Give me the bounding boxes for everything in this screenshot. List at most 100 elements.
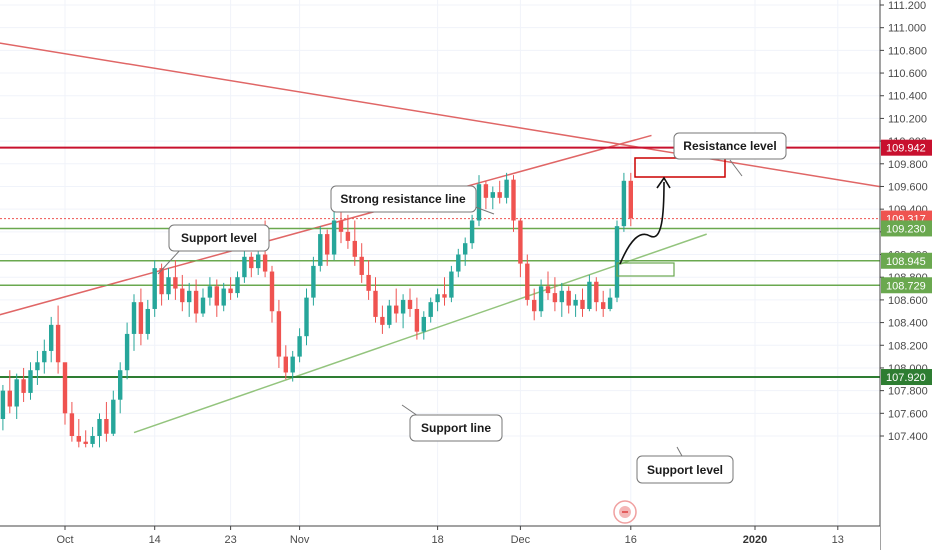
callout-support-line: Support line bbox=[409, 414, 503, 442]
callout-pointer-support-right bbox=[676, 446, 683, 457]
candle bbox=[228, 277, 233, 300]
candle bbox=[35, 350, 40, 385]
resistance-zone-box bbox=[634, 157, 726, 178]
candle bbox=[207, 277, 213, 306]
candle-body bbox=[580, 299, 585, 309]
candle bbox=[435, 288, 440, 312]
candle-body bbox=[532, 299, 537, 312]
candle bbox=[566, 286, 571, 314]
y-tick-label: 107.800 bbox=[888, 386, 928, 398]
candle-body bbox=[476, 184, 482, 221]
callout-support-level-left: Support level bbox=[168, 224, 270, 252]
candle bbox=[476, 175, 482, 227]
candle-body bbox=[104, 418, 109, 434]
level-price-tag-bg bbox=[881, 369, 932, 386]
level-price-labels: 109.942109.317109.230108.945108.729107.9… bbox=[881, 139, 932, 386]
level-price-tag: 108.945 bbox=[881, 252, 932, 269]
candle bbox=[614, 220, 620, 303]
callout-strong-resistance: Strong resistance line bbox=[330, 185, 477, 213]
candle-body bbox=[318, 234, 323, 266]
callout-support-level-right: Support level bbox=[636, 455, 734, 484]
candle-body bbox=[256, 254, 261, 269]
candle bbox=[14, 373, 19, 419]
candle bbox=[352, 220, 357, 266]
candle bbox=[394, 288, 399, 323]
candle bbox=[297, 328, 302, 363]
candle bbox=[628, 172, 633, 227]
candle-body bbox=[352, 240, 357, 257]
candle bbox=[463, 237, 468, 266]
candle-body bbox=[166, 277, 171, 295]
candle-body bbox=[525, 263, 530, 300]
candle bbox=[7, 370, 12, 414]
x-tick-label: 2020 bbox=[743, 534, 767, 546]
candle-body bbox=[400, 299, 406, 314]
horizontal-levels bbox=[0, 146, 880, 379]
candle-body bbox=[628, 180, 633, 219]
y-tick-label: 111.000 bbox=[888, 23, 926, 35]
candle-body bbox=[180, 288, 185, 303]
callout-pointer-support-line bbox=[401, 404, 419, 417]
candle bbox=[373, 277, 378, 323]
candle-body bbox=[90, 436, 95, 444]
candle-body bbox=[552, 293, 558, 303]
candle bbox=[587, 274, 592, 312]
candle-body bbox=[435, 294, 440, 303]
candle-body bbox=[69, 413, 75, 436]
candle bbox=[111, 390, 116, 436]
y-tick-label: 107.600 bbox=[888, 408, 928, 420]
candle-body bbox=[55, 324, 61, 363]
candle-body bbox=[269, 271, 275, 312]
x-axis[interactable]: Oct 14 23 Nov 18 Dec 16 2020 13 bbox=[0, 525, 880, 550]
callout-pointer-support-left bbox=[157, 247, 183, 275]
candle-body bbox=[566, 290, 571, 306]
level-price-tag-bg bbox=[881, 139, 932, 156]
candle-body bbox=[0, 390, 6, 419]
level-price-tag: 109.942 bbox=[881, 139, 932, 156]
x-tick-label: 16 bbox=[625, 534, 637, 546]
candle-body bbox=[463, 243, 468, 255]
x-tick-label: 18 bbox=[431, 534, 443, 546]
candle-body bbox=[221, 288, 226, 306]
candle bbox=[0, 384, 6, 431]
candle-body bbox=[511, 179, 516, 221]
candle bbox=[483, 180, 489, 210]
candle-body bbox=[21, 379, 26, 393]
candle-body bbox=[587, 281, 592, 309]
candle bbox=[407, 288, 413, 317]
candle bbox=[21, 367, 26, 402]
candle bbox=[380, 305, 385, 334]
candle bbox=[345, 214, 351, 249]
candle bbox=[276, 299, 282, 368]
x-tick-label: 14 bbox=[149, 534, 161, 546]
candle bbox=[325, 229, 330, 266]
level-price-tag-text: 107.920 bbox=[886, 372, 926, 384]
level-price-tag-text: 109.942 bbox=[886, 143, 926, 155]
candle-body bbox=[207, 286, 213, 298]
candle bbox=[200, 288, 206, 317]
trendline-support bbox=[133, 233, 707, 434]
candle bbox=[532, 288, 537, 321]
candle-body bbox=[394, 305, 399, 314]
candle bbox=[69, 401, 75, 442]
candle bbox=[428, 297, 433, 323]
candle bbox=[145, 299, 150, 340]
candle-body bbox=[83, 441, 88, 444]
candle bbox=[511, 175, 516, 232]
candle-body bbox=[614, 226, 620, 298]
candle-body bbox=[538, 286, 544, 312]
candle-body bbox=[366, 274, 371, 291]
candle bbox=[187, 282, 192, 317]
candle bbox=[421, 311, 426, 340]
y-axis[interactable]: 111.200 111.000 110.800 110.600 110.400 110.2… bbox=[879, 0, 932, 550]
candle bbox=[235, 271, 240, 298]
candle-body bbox=[331, 220, 337, 255]
callout-support-level-right-text: Support level bbox=[647, 463, 723, 477]
candle-body bbox=[145, 308, 150, 334]
callouts: Resistance level Strong resistance line … bbox=[168, 132, 787, 484]
candle bbox=[442, 277, 447, 306]
candle bbox=[545, 271, 551, 300]
candle-body bbox=[345, 231, 351, 241]
candle bbox=[497, 180, 502, 204]
